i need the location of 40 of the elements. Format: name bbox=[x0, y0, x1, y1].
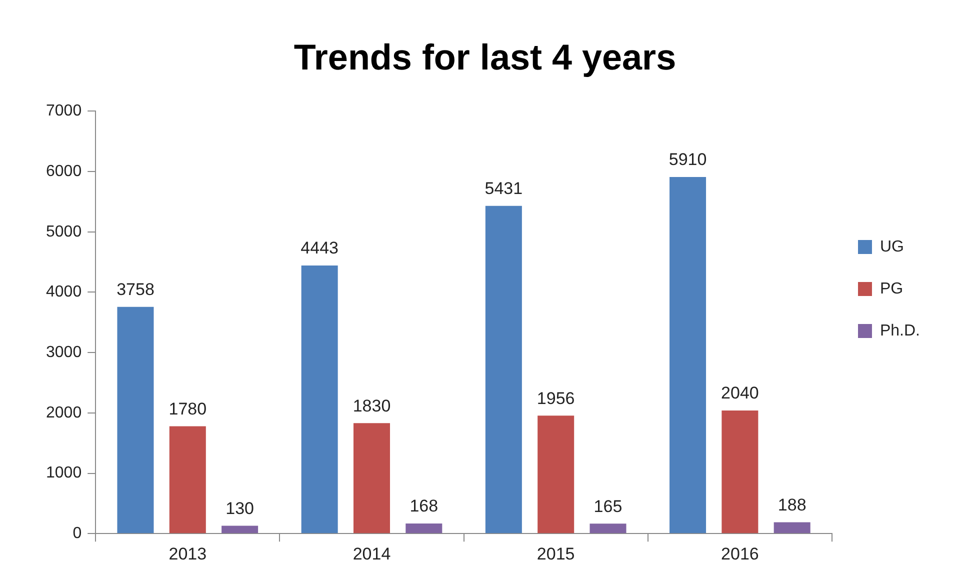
x-tick-label: 2013 bbox=[168, 544, 207, 564]
data-label: 5431 bbox=[484, 179, 523, 198]
y-tick-label: 4000 bbox=[46, 284, 82, 301]
data-label: 3758 bbox=[116, 280, 154, 300]
y-tick-label: 0 bbox=[72, 525, 82, 542]
data-label: 1956 bbox=[536, 388, 575, 408]
bar bbox=[774, 522, 810, 534]
data-label: 2040 bbox=[721, 384, 759, 403]
legend-label: UG bbox=[880, 238, 904, 256]
bar bbox=[301, 265, 338, 534]
y-tick-label: 5000 bbox=[46, 223, 82, 240]
y-tick-label: 2000 bbox=[46, 404, 82, 422]
bar bbox=[353, 423, 390, 534]
y-tick-label: 6000 bbox=[46, 162, 82, 180]
bar bbox=[406, 523, 442, 534]
bar bbox=[485, 206, 522, 534]
data-label: 1780 bbox=[168, 399, 207, 418]
bar bbox=[670, 176, 706, 534]
bar bbox=[117, 306, 154, 534]
data-label: 165 bbox=[594, 496, 622, 516]
data-label: 188 bbox=[778, 495, 806, 514]
legend-label: PG bbox=[880, 280, 904, 298]
bar bbox=[722, 410, 758, 534]
data-label: 4443 bbox=[300, 238, 338, 258]
data-label: 5910 bbox=[668, 150, 707, 170]
bar bbox=[538, 416, 574, 534]
x-tick-label: 2016 bbox=[721, 544, 759, 564]
chart-title: Trends for last 4 years bbox=[294, 36, 676, 78]
y-tick-label: 1000 bbox=[46, 464, 82, 482]
bar bbox=[169, 426, 206, 534]
x-tick-label: 2015 bbox=[536, 544, 575, 564]
x-tick-label: 2014 bbox=[352, 544, 391, 564]
bar bbox=[590, 524, 626, 534]
y-tick-label: 7000 bbox=[46, 102, 82, 120]
bar bbox=[222, 526, 258, 534]
y-tick-label: 3000 bbox=[46, 344, 82, 361]
data-label: 168 bbox=[410, 496, 438, 516]
legend-label: Ph.D. bbox=[880, 322, 920, 340]
data-label: 1830 bbox=[352, 396, 391, 416]
data-label: 130 bbox=[226, 498, 254, 518]
